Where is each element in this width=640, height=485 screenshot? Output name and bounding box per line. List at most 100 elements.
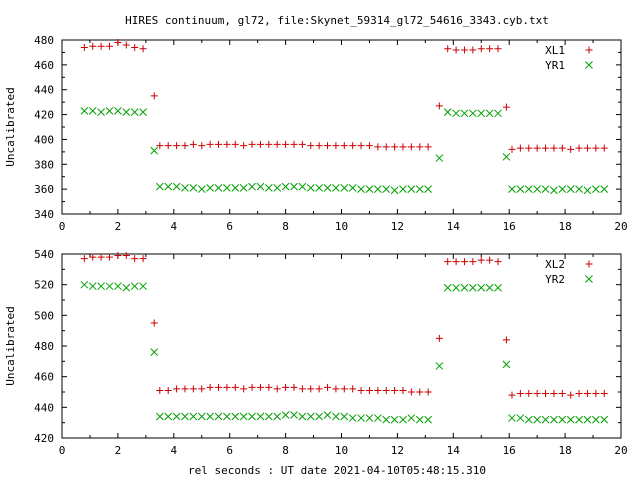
data-point [189, 412, 198, 421]
data-point [156, 142, 164, 150]
data-point [533, 144, 541, 152]
data-point [264, 184, 273, 192]
data-point [365, 414, 374, 422]
data-point [382, 185, 391, 193]
series-XL1 [80, 38, 608, 153]
data-point [469, 283, 477, 292]
data-point [516, 390, 524, 398]
data-point [281, 411, 290, 419]
data-point [399, 143, 407, 151]
data-point [502, 152, 511, 161]
y-tick-label: 440 [34, 84, 54, 97]
data-point [416, 143, 424, 151]
data-point [122, 41, 130, 49]
x-tick-label: 4 [170, 444, 177, 457]
data-point [273, 412, 282, 421]
legend-marker [585, 46, 593, 54]
x-tick-label: 18 [558, 220, 571, 233]
data-point [524, 185, 533, 193]
data-point [357, 142, 365, 150]
x-tick-label: 2 [115, 444, 122, 457]
data-point [508, 145, 516, 153]
data-point [525, 144, 533, 152]
data-point [306, 184, 315, 192]
data-point [89, 253, 97, 261]
data-point [575, 185, 583, 193]
legend-label: YR2 [545, 273, 565, 286]
data-point [460, 258, 468, 266]
data-point [256, 383, 264, 391]
data-point [407, 185, 416, 193]
data-point [591, 185, 600, 193]
data-point [88, 282, 97, 291]
data-point [298, 385, 306, 393]
data-point [315, 142, 323, 150]
data-point [131, 255, 139, 263]
top-panel: 0 2 4 6 8 10 12 14 16 18 20 340 360 380 400 420 440 460 48… [4, 34, 628, 233]
data-point [189, 385, 197, 393]
data-point [106, 42, 114, 50]
data-point [365, 142, 373, 150]
data-point [340, 184, 349, 192]
y-tick-label: 340 [34, 208, 54, 221]
x-tick-label: 4 [170, 220, 177, 233]
data-point [223, 184, 231, 192]
data-point [122, 252, 130, 260]
data-point [340, 142, 348, 150]
data-point [206, 184, 214, 192]
data-point [315, 412, 323, 421]
y-tick-label: 480 [34, 340, 54, 353]
data-point [197, 412, 206, 421]
data-point [97, 108, 105, 116]
x-tick-label: 10 [335, 444, 348, 457]
data-point [452, 109, 460, 118]
legend-label: XL1 [545, 44, 565, 57]
data-point [80, 280, 89, 289]
y-tick-label: 460 [34, 371, 54, 384]
data-point [567, 145, 575, 153]
data-point [502, 103, 510, 111]
data-point [130, 108, 139, 116]
data-point [114, 252, 122, 260]
data-point [131, 43, 139, 51]
data-point [583, 415, 592, 424]
series-XL2 [80, 252, 608, 399]
data-point [533, 415, 542, 424]
plot-frame [61, 253, 622, 439]
data-point [348, 414, 357, 422]
data-point [332, 142, 340, 150]
data-point [307, 385, 315, 393]
data-point [181, 385, 189, 393]
series-YR2 [80, 280, 609, 424]
data-point [374, 386, 382, 394]
data-point [558, 185, 567, 193]
data-point [550, 415, 558, 424]
y-tick-label: 420 [34, 432, 54, 445]
data-point [542, 390, 550, 398]
data-point [469, 258, 477, 266]
data-point [298, 140, 306, 148]
data-point [206, 383, 214, 391]
plot-frame [61, 39, 622, 215]
y-tick-label: 440 [34, 401, 54, 414]
data-point [435, 334, 443, 342]
bottom-panel: 0 2 4 6 8 10 12 14 16 18 20 420 440 460 480 500 520 540 Un… [4, 248, 628, 457]
data-point [198, 142, 206, 150]
data-point [591, 415, 600, 424]
data-point [444, 45, 452, 53]
data-point [382, 386, 390, 394]
data-point [424, 388, 432, 396]
data-point [357, 386, 365, 394]
data-point [541, 415, 550, 424]
data-point [494, 45, 502, 53]
data-point [315, 184, 323, 192]
y-tick-label: 500 [34, 309, 54, 322]
data-point [502, 336, 510, 344]
data-point [494, 258, 502, 266]
data-point [373, 414, 382, 422]
data-point [348, 184, 357, 192]
data-point [231, 184, 240, 192]
data-point [340, 412, 349, 421]
data-point [231, 412, 240, 421]
data-point [80, 255, 88, 263]
